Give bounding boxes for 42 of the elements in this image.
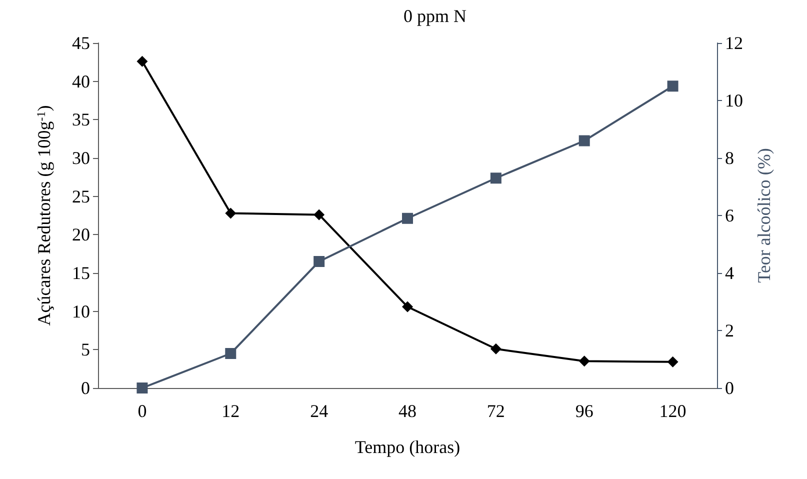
y2-tick-label: 10 <box>725 90 743 110</box>
x-tick-label: 72 <box>486 401 505 421</box>
point <box>667 80 678 92</box>
x-tick-label: 24 <box>310 401 328 421</box>
point <box>402 301 413 312</box>
y2-tick-label: 6 <box>725 206 734 226</box>
point <box>490 343 502 354</box>
point <box>578 135 590 146</box>
point <box>402 212 413 224</box>
x-axis-title: Tempo (horas) <box>354 437 460 457</box>
point <box>225 348 236 359</box>
y-tick-label: 5 <box>81 340 90 360</box>
y2-tick-label: 4 <box>725 263 734 283</box>
y-tick-label: 40 <box>72 71 90 92</box>
y-tick-label: 25 <box>72 186 90 206</box>
x-tick-label: 12 <box>222 401 240 421</box>
x-tick-label: 96 <box>575 401 594 421</box>
y2-tick-label: 8 <box>725 148 734 168</box>
y-tick-label: 10 <box>72 301 90 322</box>
point <box>490 172 502 184</box>
y-tick-label: 35 <box>72 110 90 130</box>
chart-title: 0 ppm N <box>404 6 466 26</box>
point <box>667 356 678 368</box>
y2-axis-title: Teor alcoólico (%) <box>754 148 774 283</box>
point <box>136 56 148 67</box>
y-tick-label: 20 <box>72 224 90 245</box>
point <box>578 356 590 367</box>
y-tick-label: 30 <box>72 148 90 168</box>
y-tick-label: 0 <box>81 378 90 398</box>
y-tick-label: 15 <box>72 263 90 283</box>
x-tick-label: 48 <box>398 401 416 421</box>
x-tick-label: 0 <box>138 401 147 421</box>
point <box>136 382 148 394</box>
y-axis-title: Açúcares Redutores (g 100g-1) <box>34 105 54 326</box>
y2-tick-label: 2 <box>725 320 734 340</box>
point <box>314 209 325 220</box>
y2-tick-label: 0 <box>725 378 734 398</box>
y2-tick-label: 12 <box>725 33 743 53</box>
point <box>225 208 236 219</box>
x-tick-label: 120 <box>659 401 686 421</box>
point <box>314 256 325 267</box>
y-tick-label: 45 <box>72 33 90 53</box>
